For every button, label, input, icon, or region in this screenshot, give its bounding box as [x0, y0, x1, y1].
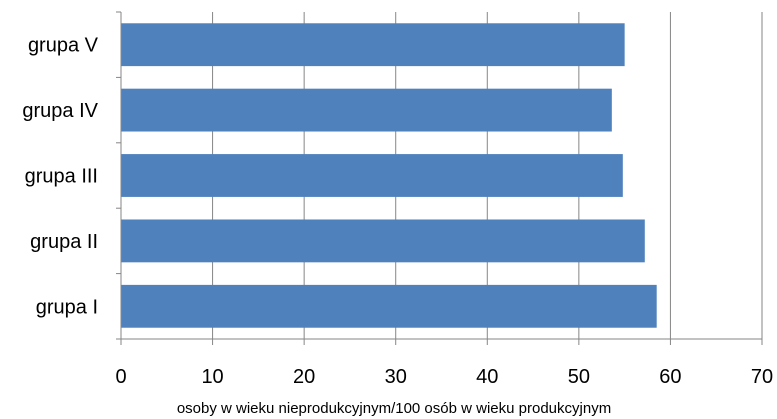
y-category-label: grupa I: [36, 296, 98, 318]
x-tick-label: 50: [568, 366, 590, 388]
bar: [121, 284, 657, 328]
y-category-label: grupa IV: [22, 100, 98, 122]
x-axis-title: osoby w wieku nieprodukcyjnym/100 osób w…: [177, 400, 611, 417]
y-category-label: grupa V: [28, 35, 99, 57]
bar: [121, 88, 612, 132]
y-category-label: grupa II: [30, 231, 98, 253]
x-tick-label: 30: [385, 366, 407, 388]
x-tick-label: 60: [659, 366, 681, 388]
x-tick-label: 10: [201, 366, 223, 388]
axes: [116, 11, 763, 345]
x-tick-label: 0: [115, 366, 126, 388]
bar: [121, 219, 645, 263]
labels: 0 10 20 30 40 50 60 70 grupa V grupa IV grupa III g…: [22, 35, 773, 388]
x-tick-label: 40: [476, 366, 498, 388]
bars: [121, 23, 657, 328]
y-category-label: grupa III: [25, 166, 98, 188]
bar: [121, 23, 625, 67]
x-tick-label: 20: [293, 366, 315, 388]
bar: [121, 154, 623, 197]
x-tick-label: 70: [751, 366, 773, 388]
